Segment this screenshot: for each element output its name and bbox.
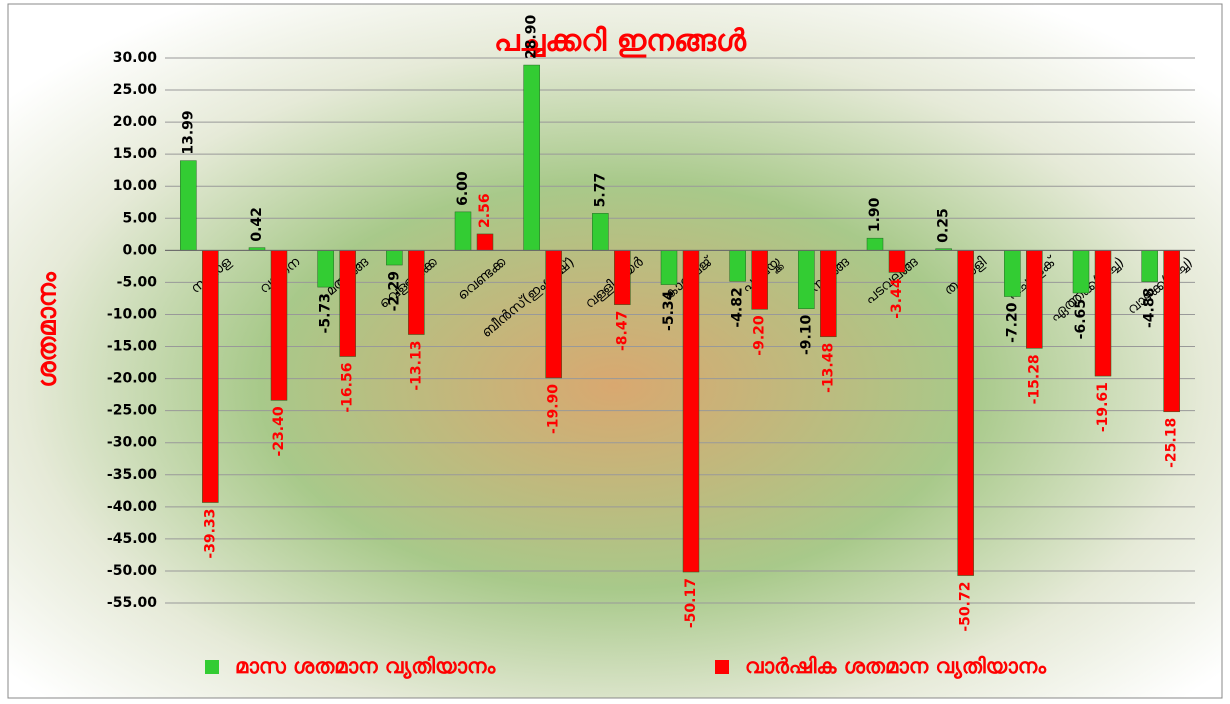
bar	[957, 250, 974, 576]
bar	[820, 250, 837, 338]
value-label: -5.34	[661, 290, 677, 331]
legend-label: വാർഷിക ശതമാന വ്യതിയാനം	[745, 654, 1047, 679]
value-label: 0.25	[936, 208, 952, 243]
bar	[339, 250, 356, 357]
bar	[888, 250, 906, 273]
legend-swatch	[205, 660, 219, 674]
value-label: -2.29	[386, 271, 402, 311]
value-label: -19.61	[1095, 382, 1111, 432]
y-tick-label: 20.00	[113, 114, 158, 130]
y-tick-label: -10.00	[107, 306, 157, 322]
value-label: -5.73	[318, 293, 334, 333]
value-label: 28.90	[524, 15, 540, 60]
y-tick-label: -45.00	[107, 531, 157, 547]
bar	[729, 250, 746, 282]
bar	[386, 250, 403, 266]
bar	[523, 64, 540, 251]
value-label: -16.56	[340, 363, 356, 413]
bar	[682, 250, 700, 573]
bar	[751, 250, 768, 310]
value-label: -39.33	[202, 509, 218, 559]
y-tick-label: 0.00	[122, 242, 157, 258]
y-tick-label: -55.00	[107, 595, 157, 611]
value-label: 5.77	[592, 173, 608, 208]
value-label: -19.90	[546, 384, 562, 434]
value-label: -25.18	[1164, 418, 1180, 468]
value-label: 0.42	[249, 207, 265, 242]
value-label: 1.90	[867, 197, 883, 232]
bar	[592, 213, 609, 251]
bar	[1026, 250, 1043, 349]
y-tick-label: 25.00	[113, 82, 158, 98]
legend-label: മാസ ശതമാന വ്യതിയാനം	[235, 654, 497, 679]
bar	[408, 250, 425, 335]
value-label: -15.28	[1026, 354, 1042, 404]
value-label: -13.48	[820, 343, 836, 393]
value-label: 2.56	[477, 193, 493, 228]
y-tick-label: 30.00	[113, 50, 158, 66]
value-label: -50.72	[958, 582, 974, 632]
value-label: -9.10	[798, 314, 814, 355]
bar	[454, 211, 472, 251]
y-tick-label: -35.00	[107, 467, 157, 483]
bar	[476, 233, 494, 251]
bar	[1072, 250, 1090, 294]
bar	[270, 250, 288, 401]
value-label: -4.82	[730, 287, 746, 327]
y-tick-label: 15.00	[113, 146, 158, 162]
bar	[1163, 250, 1180, 413]
y-tick-label: 5.00	[122, 210, 157, 226]
bar	[614, 250, 631, 305]
legend-swatch	[715, 660, 729, 674]
bar	[1141, 250, 1158, 282]
bar	[798, 250, 815, 309]
value-label: -3.44	[889, 278, 905, 319]
bar	[1004, 250, 1021, 297]
y-tick-label: -50.00	[107, 563, 157, 579]
y-tick-label: -40.00	[107, 499, 157, 515]
y-axis-label: ശതമാനം	[33, 271, 63, 388]
y-tick-label: -20.00	[107, 371, 157, 387]
value-label: -50.17	[683, 578, 699, 628]
value-label: -13.13	[408, 341, 424, 391]
y-tick-label: -30.00	[107, 435, 157, 451]
value-label: 6.00	[455, 171, 471, 206]
bar	[545, 250, 562, 379]
value-label: 13.99	[180, 110, 196, 154]
chart-title: പച്ചക്കറി ഇനങ്ങൾ	[494, 24, 747, 59]
bar	[660, 250, 678, 285]
value-label: -23.40	[271, 406, 287, 456]
value-label: -7.20	[1004, 302, 1020, 343]
bar	[180, 160, 197, 251]
value-label: -9.20	[752, 315, 768, 356]
bar	[317, 250, 334, 288]
y-tick-label: -15.00	[107, 339, 157, 355]
value-label: -4.88	[1142, 288, 1158, 328]
y-tick-label: 10.00	[113, 178, 158, 194]
value-label: -8.47	[614, 311, 630, 351]
bar	[202, 250, 219, 503]
y-tick-label: -5.00	[117, 274, 158, 290]
bar	[1094, 250, 1112, 377]
y-tick-label: -25.00	[107, 403, 157, 419]
bar	[866, 237, 884, 251]
value-label: -6.65	[1073, 299, 1089, 339]
